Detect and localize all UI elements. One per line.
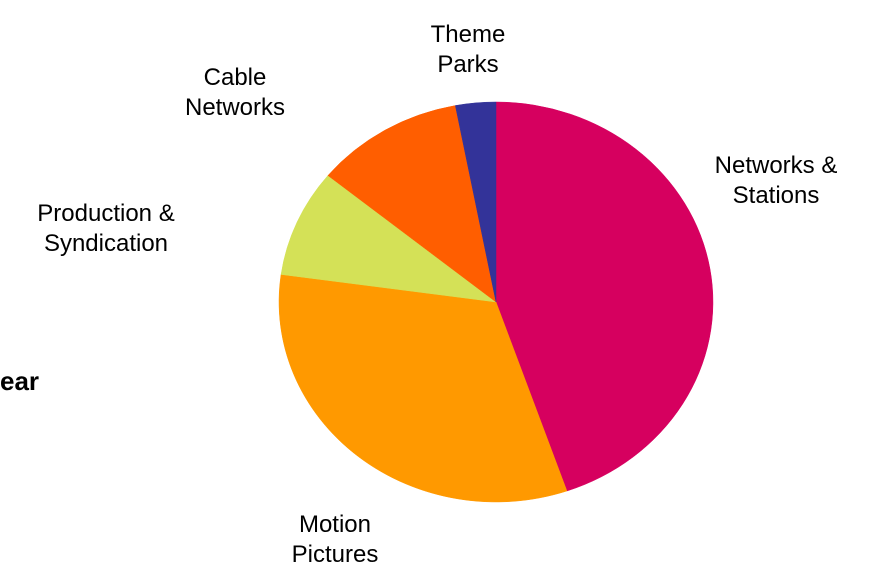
slice-label-line: Parks [437, 51, 498, 78]
slice-label-networks-and-stations: Networks & Stations [715, 152, 838, 209]
slice-label-line: Pictures [292, 541, 379, 568]
slice-label-theme-parks: Theme Parks [431, 21, 506, 78]
slice-label-production-and-syndication: Production & Syndication [37, 200, 174, 257]
slice-label-line: Stations [733, 182, 820, 209]
slice-label-line: Syndication [44, 230, 168, 257]
slice-label-line: Production & [37, 200, 174, 227]
slice-label-line: Networks & [715, 152, 838, 179]
pie-slice-cable-networks [327, 105, 497, 303]
pie-slice-motion-pictures [278, 274, 568, 503]
slice-label-line: Motion [299, 511, 371, 538]
slice-label-line: Cable [204, 64, 267, 91]
pie-slice-labels: Networks & Stations Motion Pictures Producti… [37, 21, 837, 568]
pie-slices [278, 101, 714, 503]
slice-label-line: Networks [185, 94, 285, 121]
pie-slice-networks-and-stations [495, 101, 714, 492]
clipped-title-fragment: ear [0, 366, 40, 396]
pie-slice-theme-parks [455, 101, 497, 303]
pie-slice-production-and-syndication [280, 175, 497, 303]
slice-label-line: Theme [431, 21, 506, 48]
slice-label-motion-pictures: Motion Pictures [292, 511, 379, 568]
slice-label-cable-networks: Cable Networks [185, 64, 285, 121]
